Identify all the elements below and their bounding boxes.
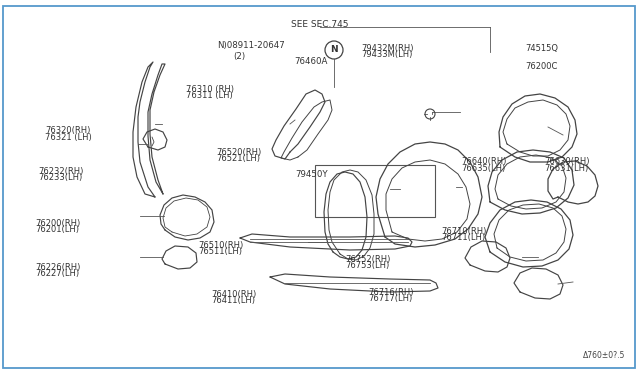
Text: (2): (2) — [234, 52, 246, 61]
Text: 76201(LH): 76201(LH) — [35, 225, 79, 234]
Text: 79450Y: 79450Y — [296, 170, 328, 179]
Text: 76460A: 76460A — [294, 57, 328, 66]
Text: 76311 (LH): 76311 (LH) — [186, 91, 232, 100]
Text: 76710(RH): 76710(RH) — [442, 227, 487, 236]
Text: Δ760±0?.5: Δ760±0?.5 — [582, 351, 625, 360]
Text: 76635(LH): 76635(LH) — [461, 164, 505, 173]
Text: 76320(RH): 76320(RH) — [45, 126, 90, 135]
Text: 76520(RH): 76520(RH) — [216, 148, 262, 157]
Text: 79433M(LH): 79433M(LH) — [362, 50, 413, 59]
Text: 76717(LH): 76717(LH) — [368, 294, 412, 303]
Text: 76410(RH): 76410(RH) — [211, 290, 257, 299]
Text: 76226(RH): 76226(RH) — [35, 263, 81, 272]
Text: 76640(RH): 76640(RH) — [461, 157, 506, 166]
Text: 79432M(RH): 79432M(RH) — [362, 44, 414, 53]
Text: 76310 (RH): 76310 (RH) — [186, 85, 234, 94]
Text: 76200C: 76200C — [525, 62, 557, 71]
Text: 76232(RH): 76232(RH) — [38, 167, 84, 176]
Bar — [315, 165, 435, 217]
Text: 76631(LH): 76631(LH) — [544, 164, 588, 173]
Text: 76711(LH): 76711(LH) — [442, 233, 486, 242]
Text: SEE SEC.745: SEE SEC.745 — [291, 20, 349, 29]
Text: 76753(LH): 76753(LH) — [346, 262, 390, 270]
Text: N: N — [330, 45, 338, 55]
Text: 76630(RH): 76630(RH) — [544, 157, 589, 166]
Text: 76752(RH): 76752(RH) — [346, 255, 391, 264]
Text: N)08911-20647: N)08911-20647 — [218, 41, 285, 50]
Text: 76411(LH): 76411(LH) — [211, 296, 255, 305]
Text: 76716(RH): 76716(RH) — [368, 288, 413, 296]
Text: 76321 (LH): 76321 (LH) — [45, 133, 92, 142]
Text: 76200(RH): 76200(RH) — [35, 219, 81, 228]
Text: 74515Q: 74515Q — [525, 44, 558, 53]
Text: 76227(LH): 76227(LH) — [35, 269, 79, 278]
Text: 76521(LH): 76521(LH) — [216, 154, 260, 163]
Text: 76233(LH): 76233(LH) — [38, 173, 83, 182]
Text: 76510(RH): 76510(RH) — [198, 241, 244, 250]
Text: 76511(LH): 76511(LH) — [198, 247, 243, 256]
